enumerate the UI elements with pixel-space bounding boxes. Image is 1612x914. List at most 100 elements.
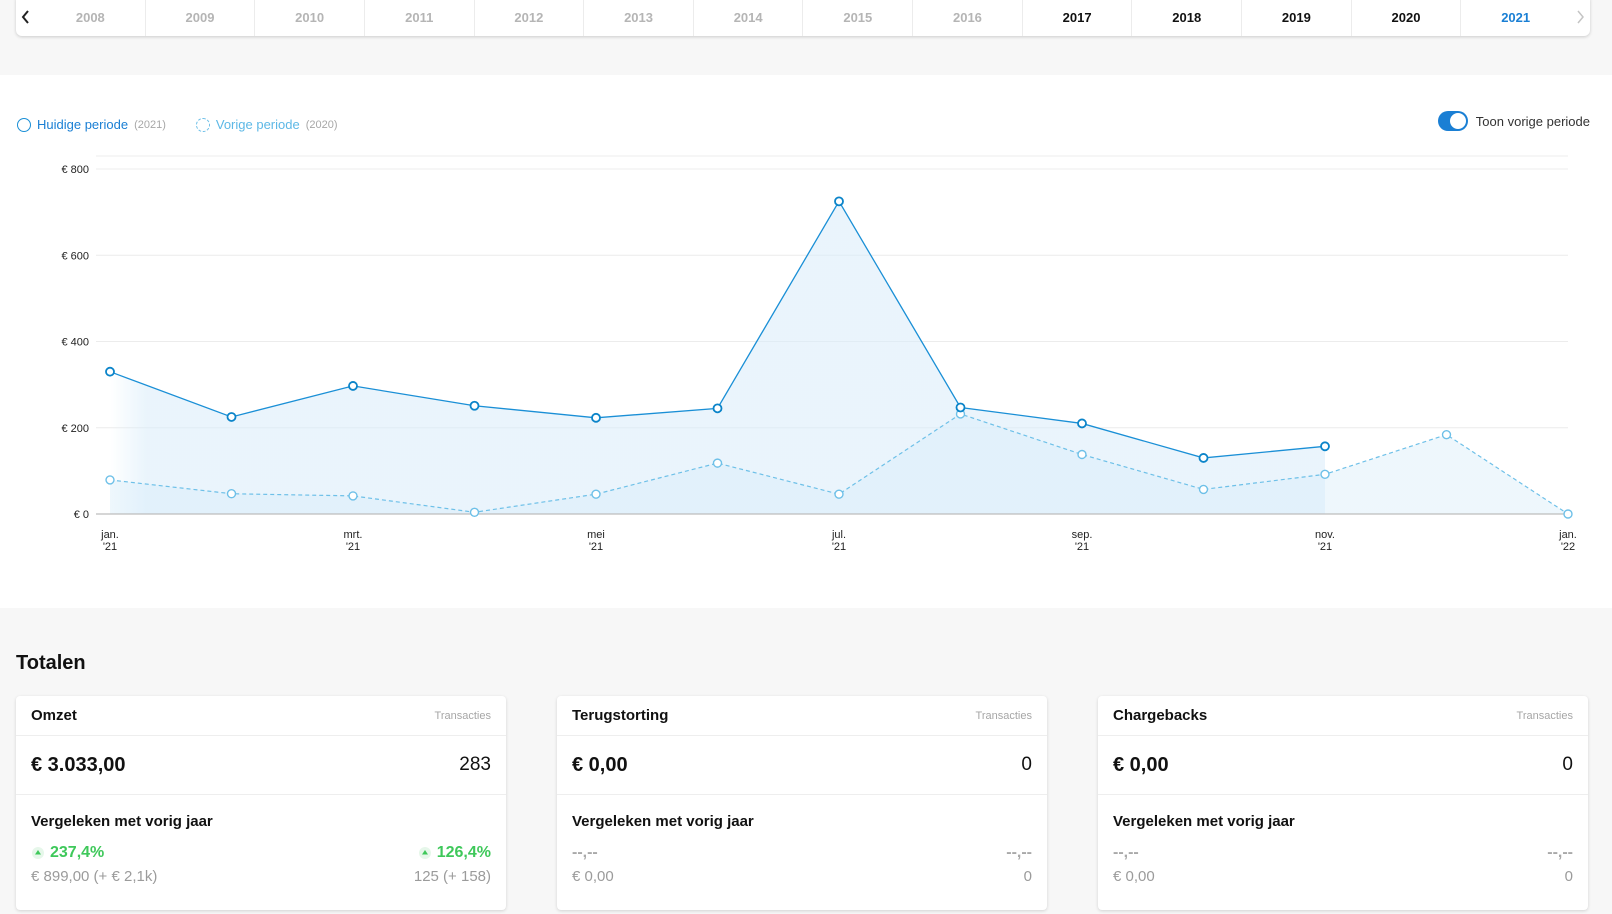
previous-count: 0 bbox=[1564, 868, 1573, 885]
comparison-title: Vergeleken met vorig jaar bbox=[1113, 813, 1295, 830]
comparison-percentages: --,-- --,-- bbox=[1113, 844, 1573, 862]
year-tab-2010: 2010 bbox=[255, 0, 365, 36]
y-tick-label: € 400 bbox=[61, 337, 89, 349]
year-tab-2015: 2015 bbox=[803, 0, 914, 36]
year-tab-2009: 2009 bbox=[146, 0, 256, 36]
count-change-value: 126,4% bbox=[436, 844, 491, 861]
year-selector: 2008 2009 2010 2011 2012 2013 2014 2015 2016 2017… bbox=[16, 0, 1590, 36]
count-change-percent: 126,4% bbox=[418, 844, 491, 862]
year-tab-2019[interactable]: 2019 bbox=[1242, 0, 1352, 36]
year-tab-2011: 2011 bbox=[365, 0, 475, 36]
legend-previous-period[interactable]: Vorige periode (2020) bbox=[195, 117, 338, 132]
previous-period-toggle[interactable] bbox=[1437, 111, 1468, 131]
card-values: € 0,00 0 bbox=[557, 736, 1047, 795]
x-tick-year-label: '21 bbox=[589, 541, 603, 553]
current-period-point bbox=[1077, 418, 1087, 429]
current-period-point bbox=[226, 412, 237, 422]
year-tab-2016: 2016 bbox=[913, 0, 1023, 36]
x-tick-label: nov. bbox=[1315, 529, 1335, 541]
totals-card-terugstorting: Terugstorting Transacties € 0,00 0 Vergeleke… bbox=[557, 696, 1047, 910]
circle-icon bbox=[17, 117, 31, 132]
previous-period-point bbox=[834, 489, 844, 499]
year-selector-area: 2008 2009 2010 2011 2012 2013 2014 2015 2016 2017… bbox=[0, 0, 1612, 75]
card-header: Omzet Transacties bbox=[16, 696, 506, 736]
current-period-point bbox=[105, 366, 115, 377]
previous-period-point bbox=[1077, 449, 1087, 460]
card-comparison: Vergeleken met vorig jaar 237,4% 126,4% € 8… bbox=[16, 795, 506, 885]
prev-years-button[interactable] bbox=[16, 0, 36, 36]
previous-period-point bbox=[1320, 469, 1330, 480]
x-tick-year-label: '21 bbox=[832, 541, 846, 553]
previous-period-point bbox=[1563, 509, 1573, 519]
count-change-value: --,-- bbox=[1547, 844, 1573, 861]
legend-current-period[interactable]: Huidige periode (2021) bbox=[17, 117, 166, 132]
card-transaction-count: 0 bbox=[1021, 754, 1032, 775]
totals-section: Totalen Omzet Transacties € 3.033,00 283 Ver… bbox=[0, 608, 1612, 914]
chart-section: Huidige periode (2021) Vorige periode (2… bbox=[0, 75, 1612, 608]
dashed-circle-icon bbox=[195, 117, 210, 132]
card-title: Omzet bbox=[31, 707, 77, 724]
count-change-value: --,-- bbox=[1006, 844, 1032, 861]
card-header: Chargebacks Transacties bbox=[1098, 696, 1588, 736]
totals-card-omzet: Omzet Transacties € 3.033,00 283 Vergeleken … bbox=[16, 696, 506, 910]
trend-up-icon bbox=[32, 847, 44, 859]
previous-amount: € 0,00 bbox=[1113, 868, 1155, 885]
current-period-point bbox=[955, 402, 966, 413]
previous-period-toggle-group: Toon vorige periode bbox=[1437, 111, 1590, 131]
amount-change-percent: 237,4% bbox=[31, 844, 104, 862]
card-amount: € 0,00 bbox=[1113, 753, 1169, 776]
x-tick-year-label: '21 bbox=[1075, 541, 1089, 553]
card-comparison: Vergeleken met vorig jaar --,-- --,-- € 0,0… bbox=[1098, 795, 1588, 885]
card-values: € 0,00 0 bbox=[1098, 736, 1588, 795]
card-subtitle: Transacties bbox=[975, 709, 1032, 722]
current-period-point bbox=[348, 381, 358, 391]
y-tick-label: € 600 bbox=[61, 250, 89, 262]
card-title: Terugstorting bbox=[572, 707, 669, 724]
amount-change-percent: --,-- bbox=[572, 844, 598, 862]
current-period-point bbox=[591, 412, 601, 423]
comparison-title: Vergeleken met vorig jaar bbox=[572, 813, 754, 830]
chevron-right-icon bbox=[1577, 10, 1584, 24]
x-tick-year-label: '22 bbox=[1561, 541, 1575, 553]
previous-amount: € 899,00 (+ € 2,1k) bbox=[31, 868, 158, 885]
next-years-button[interactable] bbox=[1570, 0, 1590, 36]
card-subtitle: Transacties bbox=[1516, 709, 1573, 722]
comparison-previous: € 0,00 0 bbox=[572, 862, 1032, 885]
chevron-left-icon bbox=[21, 10, 29, 24]
previous-period-point bbox=[226, 489, 237, 499]
current-period-area bbox=[110, 201, 1325, 514]
x-tick-label: sep. bbox=[1072, 529, 1093, 541]
amount-change-value: 237,4% bbox=[50, 844, 105, 861]
previous-period-point bbox=[1198, 484, 1209, 495]
card-amount: € 3.033,00 bbox=[31, 753, 126, 776]
current-period-point bbox=[712, 403, 723, 414]
card-title: Chargebacks bbox=[1113, 707, 1208, 724]
card-transaction-count: 283 bbox=[459, 754, 491, 775]
card-transaction-count: 0 bbox=[1562, 754, 1573, 775]
year-tab-2018[interactable]: 2018 bbox=[1132, 0, 1243, 36]
previous-count: 125 (+ 158) bbox=[413, 868, 491, 885]
x-tick-label: jul. bbox=[831, 529, 846, 541]
y-tick-label: € 0 bbox=[74, 509, 89, 521]
amount-change-percent: --,-- bbox=[1113, 844, 1139, 862]
year-tab-2021[interactable]: 2021 bbox=[1501, 9, 1531, 25]
comparison-title: Vergeleken met vorig jaar bbox=[31, 813, 213, 830]
year-tab-2014: 2014 bbox=[694, 0, 804, 36]
x-tick-label: mei bbox=[587, 529, 605, 541]
previous-period-point bbox=[591, 489, 601, 499]
previous-period-point bbox=[1441, 429, 1452, 440]
revenue-line-chart: € 0€ 200€ 400€ 600€ 800jan.'21mrt.'21mei… bbox=[61, 155, 1577, 553]
year-tab-2020[interactable]: 2020 bbox=[1352, 0, 1462, 36]
x-tick-year-label: '21 bbox=[1318, 541, 1332, 553]
legend-current-year: (2021) bbox=[134, 118, 166, 131]
card-amount: € 0,00 bbox=[572, 753, 628, 776]
previous-count: 0 bbox=[1023, 868, 1032, 885]
card-header: Terugstorting Transacties bbox=[557, 696, 1047, 736]
current-period-point bbox=[1198, 453, 1209, 463]
card-comparison: Vergeleken met vorig jaar --,-- --,-- € 0,0… bbox=[557, 795, 1047, 885]
previous-period-point bbox=[105, 475, 115, 485]
totals-card-chargebacks: Chargebacks Transacties € 0,00 0 Vergeleken … bbox=[1098, 696, 1588, 910]
previous-amount: € 0,00 bbox=[572, 868, 614, 885]
current-period-point bbox=[1320, 441, 1330, 452]
year-tab-2017[interactable]: 2017 bbox=[1023, 0, 1133, 36]
